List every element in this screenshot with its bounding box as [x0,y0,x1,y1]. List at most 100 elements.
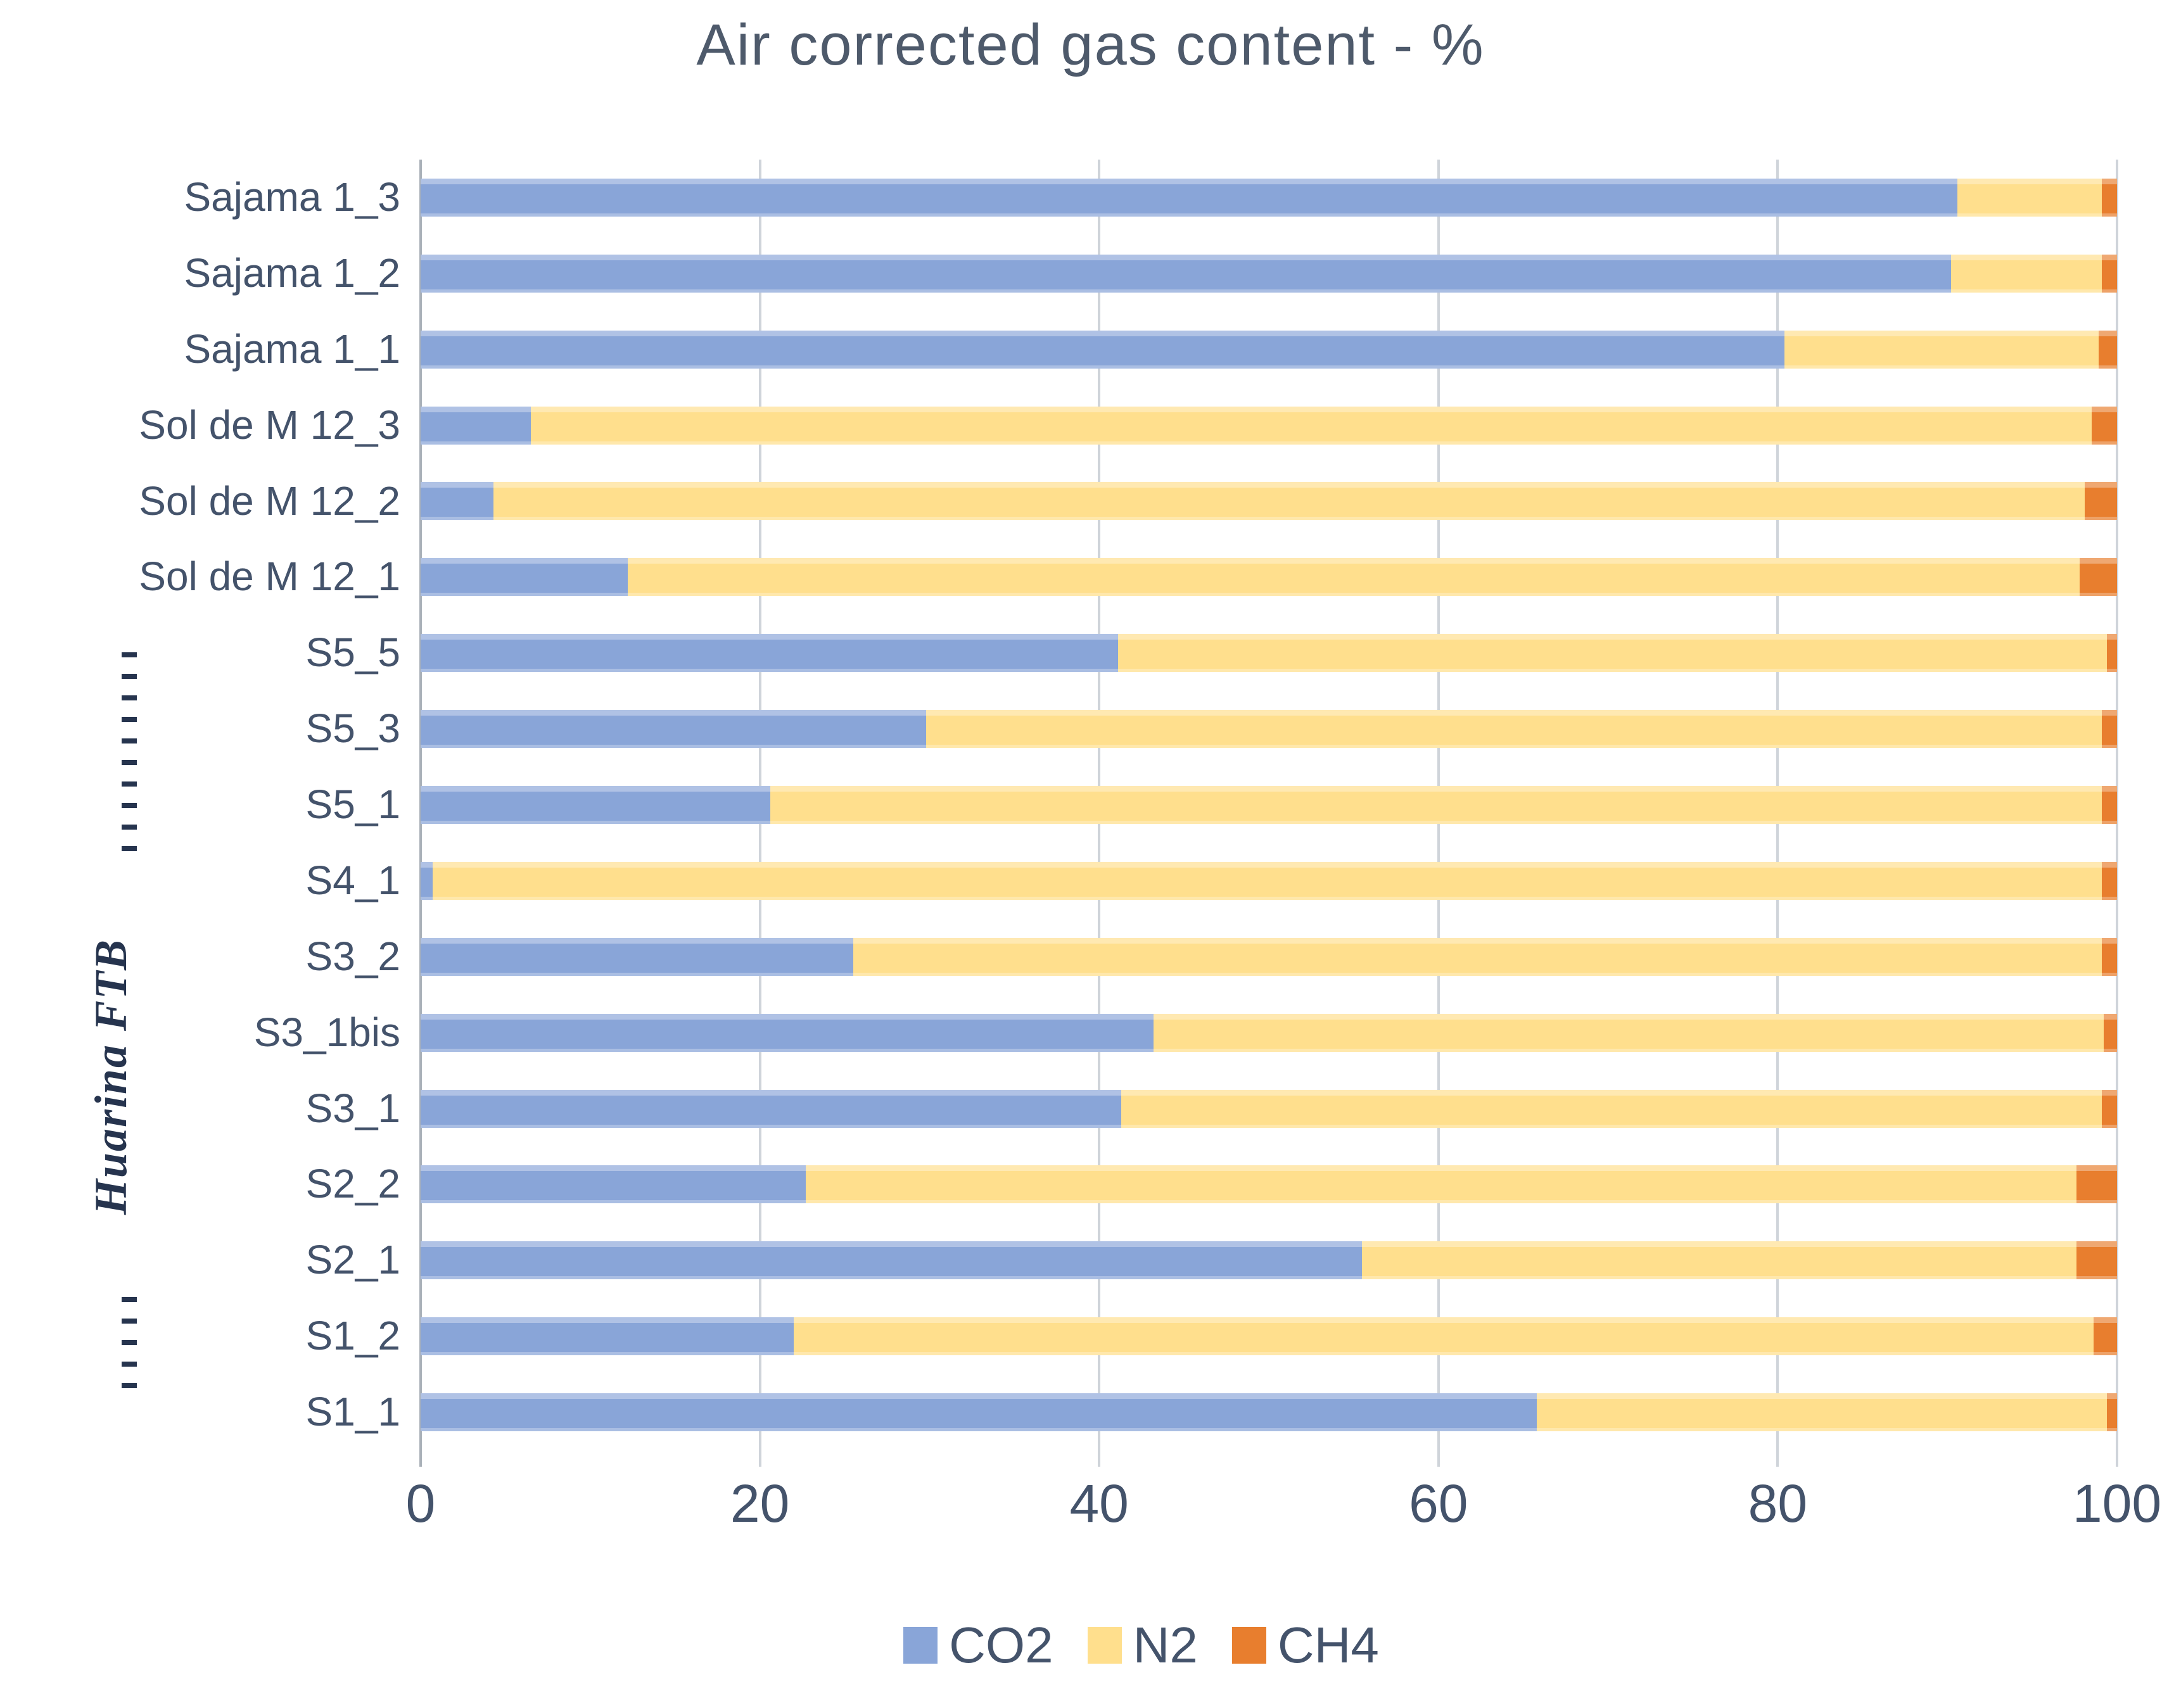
bar-row [421,330,2117,369]
bar-segment-co2 [421,710,927,749]
bar-row [421,634,2117,673]
bar-row [421,1089,2117,1128]
x-tick-label-40: 40 [1069,1474,1129,1533]
legend-item-ch4: CH4 [1231,1616,1379,1674]
bar-segment-n2 [794,1317,2094,1356]
chart-title: Air corrected gas content - % [696,13,1485,77]
gridline-100 [2116,160,2118,1467]
bar-segment-co2 [421,861,433,900]
bar-segment-n2 [1950,254,2102,293]
bar-row [421,861,2117,900]
bar-row [421,406,2117,445]
bar-segment-n2 [493,482,2085,521]
category-label: S3_2 [305,933,400,979]
bar-row [421,1013,2117,1052]
bar-segment-n2 [1537,1393,2107,1432]
bar-segment-ch4 [2085,482,2117,521]
legend-label-ch4: CH4 [1277,1617,1379,1673]
bar-segment-n2 [926,710,2102,749]
bar-segment-co2 [421,937,853,976]
bar-segment-ch4 [2091,406,2117,445]
bar-segment-co2 [421,786,770,824]
legend-item-co2: CO2 [903,1616,1053,1674]
bar-segment-n2 [1121,1089,2102,1128]
bar-segment-n2 [805,1165,2076,1204]
x-tick-label-100: 100 [2072,1474,2162,1533]
bar-segment-ch4 [2101,786,2117,824]
bar-segment-ch4 [2101,254,2117,293]
category-label: Sajama 1_2 [184,250,400,296]
bar-segment-ch4 [2101,1089,2117,1128]
bar-segment-n2 [1117,634,2107,673]
bar-segment-co2 [421,1013,1154,1052]
bar-segment-ch4 [2101,710,2117,749]
group-label-huarina-ftb: Huarina FTB [86,938,136,1215]
bar-segment-n2 [1153,1013,2104,1052]
bar-row [421,558,2117,597]
bar-row [421,1393,2117,1432]
bar-segment-ch4 [2101,178,2117,217]
bar-segment-ch4 [2101,861,2117,900]
group-leader-dots-top-icon [122,652,137,852]
bar-segment-ch4 [2076,1165,2117,1204]
category-label: Sol de M 12_2 [139,478,400,524]
category-label: Sol de M 12_1 [139,554,400,600]
legend-label-co2: CO2 [949,1617,1053,1673]
bar-segment-n2 [853,937,2102,976]
bar-segment-ch4 [2106,1393,2117,1432]
category-label: Sajama 1_3 [184,174,400,220]
x-tick-label-80: 80 [1748,1474,1808,1533]
legend-swatch-n2-icon [1087,1627,1122,1664]
bar-segment-co2 [421,406,531,445]
bar-segment-ch4 [2093,1317,2117,1356]
bar-segment-n2 [1957,178,2102,217]
bar-segment-ch4 [2098,330,2117,369]
bar-segment-co2 [421,1165,806,1204]
x-tick-label-20: 20 [730,1474,790,1533]
category-label: S3_1bis [253,1009,400,1055]
bar-row [421,937,2117,976]
category-label: S1_1 [305,1389,400,1435]
x-tick-label-60: 60 [1409,1474,1468,1533]
category-label: Sol de M 12_3 [139,402,400,448]
bar-segment-co2 [421,634,1118,673]
bar-row [421,254,2117,293]
category-label: S5_1 [305,781,400,828]
bar-segment-co2 [421,1089,1121,1128]
bar-segment-co2 [421,254,1951,293]
legend-swatch-ch4-icon [1231,1627,1266,1664]
category-label: S2_2 [305,1161,400,1207]
bar-segment-ch4 [2101,937,2117,976]
bar-segment-ch4 [2076,1241,2117,1280]
bar-segment-n2 [1784,330,2099,369]
bar-segment-co2 [421,1393,1537,1432]
plot-area [419,160,2118,1467]
bar-row [421,710,2117,749]
category-label: S2_1 [305,1237,400,1283]
category-label: S1_2 [305,1313,400,1359]
bar-segment-n2 [531,406,2092,445]
bar-row [421,786,2117,824]
bar-segment-n2 [1362,1241,2076,1280]
category-label: S5_5 [305,629,400,676]
category-label: S4_1 [305,857,400,903]
bar-segment-ch4 [2080,558,2117,597]
legend-label-n2: N2 [1133,1617,1198,1673]
x-tick-label-0: 0 [405,1474,436,1533]
category-label: Sajama 1_1 [184,326,400,372]
legend: CO2 N2 CH4 [51,1616,2181,1674]
bar-segment-co2 [421,1317,794,1356]
bar-row [421,1317,2117,1356]
group-leader-dots-bottom-icon [122,1297,137,1401]
bar-row [421,178,2117,217]
bar-segment-n2 [770,786,2102,824]
bar-segment-co2 [421,178,1958,217]
legend-item-n2: N2 [1087,1616,1198,1674]
bar-row [421,1165,2117,1204]
bar-segment-n2 [627,558,2080,597]
bar-segment-ch4 [2103,1013,2117,1052]
bar-segment-co2 [421,330,1785,369]
category-label: S3_1 [305,1085,400,1131]
legend-swatch-co2-icon [903,1627,938,1664]
